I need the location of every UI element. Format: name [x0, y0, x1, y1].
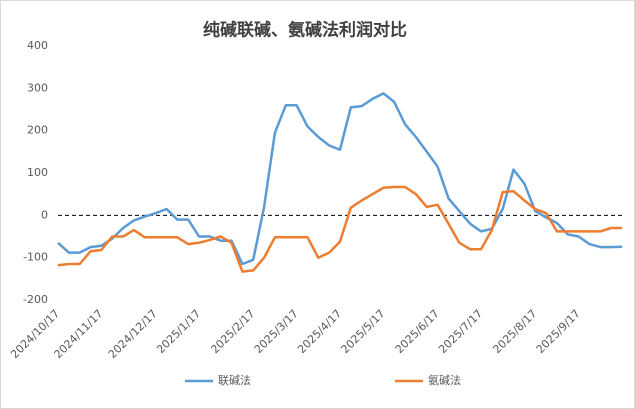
legend-label: 联碱法	[218, 373, 251, 387]
series-line	[57, 185, 622, 273]
y-tick-label: 200	[27, 124, 48, 137]
y-tick-label: 100	[27, 166, 48, 179]
series-line	[57, 92, 623, 266]
y-tick-label: -100	[23, 251, 48, 264]
y-tick-label: -200	[23, 293, 48, 306]
y-tick-label: 300	[27, 81, 48, 94]
y-tick-label: 400	[27, 39, 48, 52]
legend-label: 氨碱法	[428, 373, 461, 387]
chart-title: 纯碱联碱、氨碱法利润对比	[203, 20, 407, 41]
y-tick-label: 0	[41, 208, 48, 221]
